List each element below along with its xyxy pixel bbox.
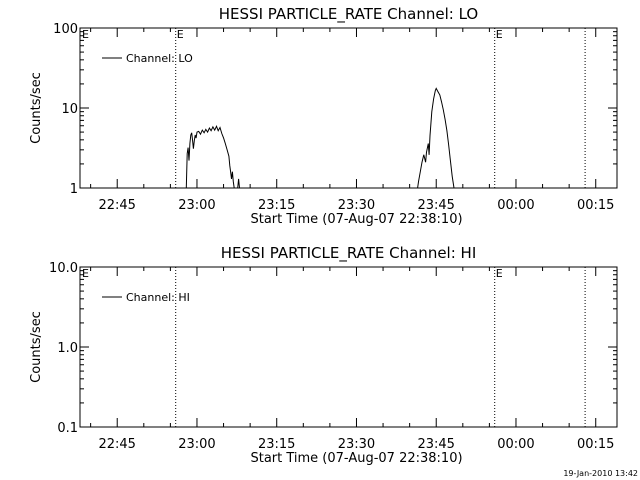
panel-0-x-tick-label: 22:45 (98, 198, 135, 213)
panel-1-x-tick-label: 23:00 (178, 437, 215, 452)
panel-1-x-tick-label: 23:15 (258, 437, 295, 452)
panel-0-y-tick-label: 1 (70, 182, 78, 197)
panel-1-x-tick-label: 23:45 (417, 437, 454, 452)
panel-1-x-tick-label: 00:15 (577, 437, 614, 452)
panel-0-x-tick-label: 23:00 (178, 198, 215, 213)
panel-0-corner-marker: E (82, 28, 89, 41)
panel-hi: HESSI PARTICLE_RATE Channel: HI 0.1 1.0 10.… (29, 244, 618, 466)
panel-0-x-tick-label: 23:30 (338, 198, 375, 213)
panel-lo: HESSI PARTICLE_RATE Channel: LO 1 10 100 Cou… (29, 5, 618, 227)
panel-0-series-line (237, 178, 240, 189)
panel-1-y-tick-label: 10.0 (49, 261, 78, 276)
panel-0-eclipse-marker-label: E (496, 28, 503, 41)
panel-0-eclipse-marker-label: E (177, 28, 184, 41)
panel-1-x-tick-label: 22:45 (98, 437, 135, 452)
footer-timestamp: 19-Jan-2010 13:42 (563, 469, 638, 478)
panel-0-y-tick-label: 100 (53, 22, 78, 37)
panel-1-corner-marker: E (82, 267, 89, 280)
panel-0-legend-label: Channel: LO (126, 52, 193, 65)
panel-0-series-line (417, 87, 455, 189)
panel-0-y-tick-label: 10 (61, 102, 78, 117)
panel-0-title: HESSI PARTICLE_RATE Channel: LO (219, 5, 478, 24)
panel-0-y-axis-label: Counts/sec (29, 72, 44, 144)
panel-0-series-line (185, 125, 235, 189)
panel-0-x-axis-label: Start Time (07-Aug-07 22:38:10) (250, 212, 462, 227)
panel-0-x-tick-label: 00:15 (577, 198, 614, 213)
panel-1-x-tick-label: 23:30 (338, 437, 375, 452)
panel-1-y-tick-label: 0.1 (57, 421, 78, 436)
panel-1-y-axis-label: Counts/sec (29, 311, 44, 383)
panel-1-y-tick-label: 1.0 (57, 341, 78, 356)
panel-1-title: HESSI PARTICLE_RATE Channel: HI (221, 244, 477, 263)
panel-1-x-axis-label: Start Time (07-Aug-07 22:38:10) (250, 451, 462, 466)
panel-0-x-tick-label: 23:45 (417, 198, 454, 213)
panel-0-x-tick-label: 00:00 (497, 198, 534, 213)
panel-1-legend-label: Channel: HI (126, 291, 190, 304)
panel-0-x-tick-label: 23:15 (258, 198, 295, 213)
panel-1-eclipse-marker-label: E (496, 267, 503, 280)
panel-1-x-tick-label: 00:00 (497, 437, 534, 452)
